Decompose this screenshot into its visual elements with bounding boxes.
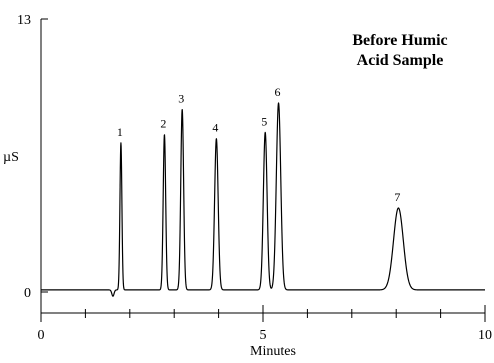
x-tick-label: 10 <box>478 328 492 343</box>
peak-label: 2 <box>160 117 166 131</box>
y-axis-label: µS <box>3 150 19 165</box>
peak-label: 6 <box>275 85 281 99</box>
trace-layer <box>40 102 486 297</box>
x-tick-label: 5 <box>260 328 267 343</box>
chart-title-line: Before Humic <box>352 32 447 49</box>
chromatogram-trace <box>40 102 486 297</box>
peak-label: 7 <box>394 190 400 204</box>
chart-title-line: Acid Sample <box>357 52 444 69</box>
x-tick-label: 0 <box>38 328 45 343</box>
peak-label: 4 <box>212 121 218 135</box>
chart-title: Before Humic Acid Sample <box>352 32 447 69</box>
peak-label: 5 <box>261 114 267 128</box>
x-axis-label: Minutes <box>250 344 296 358</box>
peak-label: 1 <box>117 125 123 139</box>
peak-label: 3 <box>178 91 184 105</box>
y-tick-label: 0 <box>24 286 31 301</box>
y-tick-label: 13 <box>17 13 31 28</box>
